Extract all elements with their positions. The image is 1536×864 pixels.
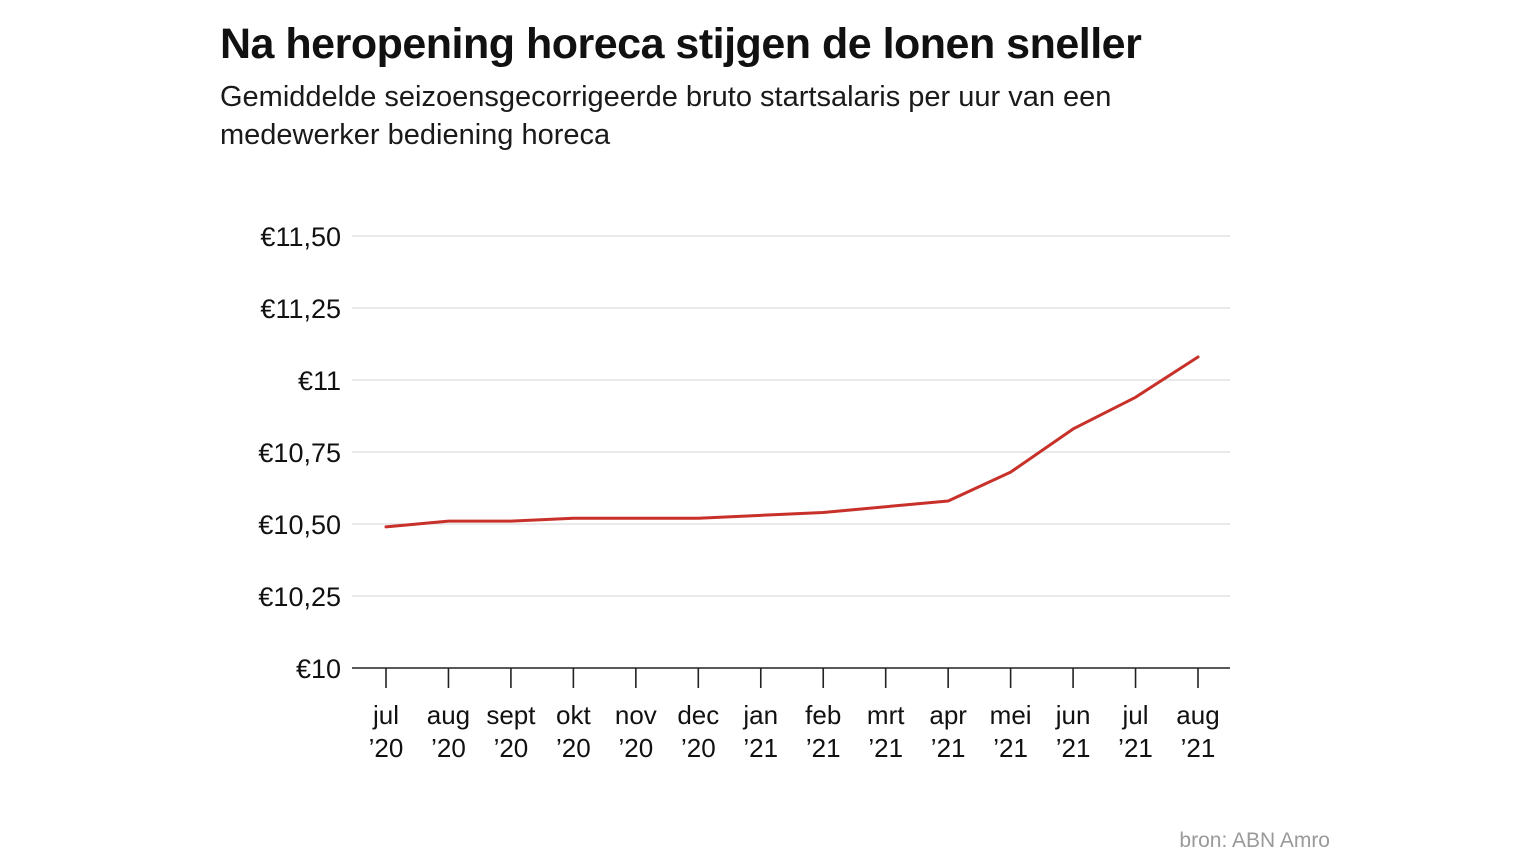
x-tick-label-year: ’21 bbox=[1056, 733, 1091, 763]
x-tick-label-year: ’20 bbox=[431, 733, 466, 763]
series-line bbox=[384, 355, 1200, 529]
x-tick-label-year: ’21 bbox=[993, 733, 1028, 763]
x-tick-label-month: apr bbox=[929, 700, 967, 730]
chart-title: Na heropening horeca stijgen de lonen sn… bbox=[220, 20, 1142, 68]
y-tick-label: €10,50 bbox=[258, 510, 341, 540]
x-tick-label-year: ’20 bbox=[494, 733, 529, 763]
y-tick-label: €11,50 bbox=[260, 222, 341, 252]
gridlines bbox=[352, 235, 1230, 597]
x-tick-label-month: aug bbox=[1176, 700, 1219, 730]
x-tick-label-month: jun bbox=[1055, 700, 1091, 730]
x-tick-label-month: okt bbox=[556, 700, 591, 730]
x-tick-label-year: ’20 bbox=[556, 733, 591, 763]
x-tick-label-year: ’20 bbox=[681, 733, 716, 763]
data-point bbox=[759, 513, 763, 517]
data-point bbox=[1134, 395, 1138, 399]
x-tick-label-month: jul bbox=[1122, 700, 1149, 730]
y-tick-label: €10,75 bbox=[258, 438, 341, 468]
x-tick-label-month: jan bbox=[742, 700, 778, 730]
series-line-layer bbox=[384, 355, 1200, 529]
x-tick-label-month: mei bbox=[990, 700, 1032, 730]
data-point bbox=[634, 516, 638, 520]
x-axis: jul’20aug’20sept’20okt’20nov’20dec’20jan… bbox=[352, 667, 1230, 763]
x-tick-label-month: feb bbox=[805, 700, 841, 730]
x-tick-label-year: ’21 bbox=[931, 733, 966, 763]
y-tick-label: €11 bbox=[298, 366, 341, 396]
data-point bbox=[384, 525, 388, 529]
y-tick-label: €10,25 bbox=[258, 582, 341, 612]
x-tick-label-year: ’21 bbox=[743, 733, 778, 763]
x-tick-label-year: ’21 bbox=[1118, 733, 1153, 763]
data-point bbox=[821, 510, 825, 514]
data-point bbox=[1196, 355, 1200, 359]
x-tick-label-month: nov bbox=[615, 700, 657, 730]
data-point bbox=[509, 519, 513, 523]
data-point bbox=[946, 499, 950, 503]
data-point bbox=[446, 519, 450, 523]
x-tick-label-year: ’20 bbox=[618, 733, 653, 763]
data-point bbox=[696, 516, 700, 520]
data-point bbox=[884, 505, 888, 509]
x-tick-label-month: aug bbox=[427, 700, 470, 730]
data-point bbox=[571, 516, 575, 520]
y-tick-label: €11,25 bbox=[260, 294, 341, 324]
source-note: bron: ABN Amro bbox=[1179, 829, 1330, 852]
x-tick-label-year: ’20 bbox=[369, 733, 404, 763]
x-tick-label-month: sept bbox=[486, 700, 536, 730]
y-tick-label: €10 bbox=[296, 654, 341, 684]
x-tick-label-year: ’21 bbox=[806, 733, 841, 763]
data-point bbox=[1009, 470, 1013, 474]
x-tick-label-year: ’21 bbox=[1181, 733, 1216, 763]
chart-subtitle: Gemiddelde seizoensgecorrigeerde bruto s… bbox=[220, 81, 1112, 151]
x-tick-label-month: mrt bbox=[867, 700, 905, 730]
x-tick-label-month: dec bbox=[677, 700, 719, 730]
data-point bbox=[1071, 427, 1075, 431]
x-tick-label-year: ’21 bbox=[868, 733, 903, 763]
y-tick-labels: €10 €10,25 €10,50 €10,75 €11 €11,25 €11,50 bbox=[258, 222, 341, 684]
x-tick-label-month: jul bbox=[372, 700, 399, 730]
